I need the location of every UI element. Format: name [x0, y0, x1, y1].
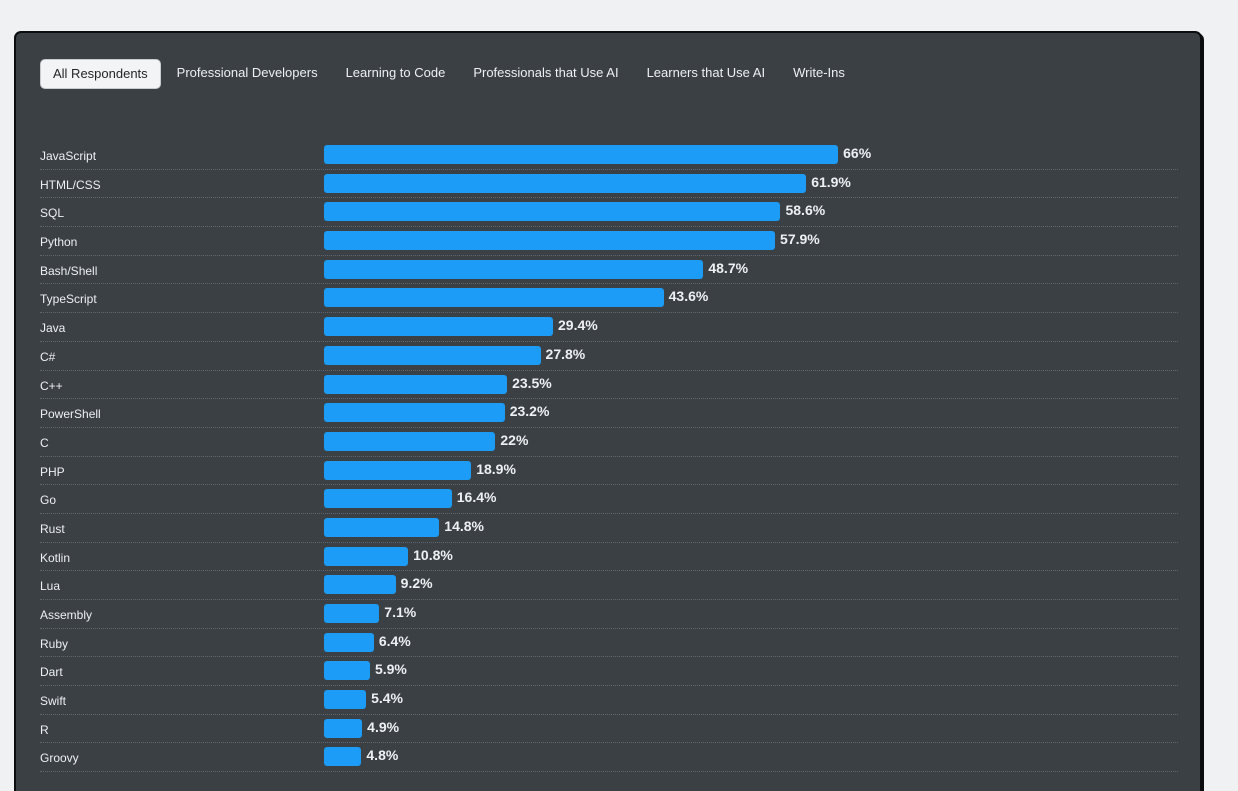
value-label: 14.8%	[444, 517, 484, 534]
category-label: Kotlin	[40, 550, 71, 565]
bar[interactable]	[324, 546, 409, 566]
value-label: 48.7%	[708, 259, 749, 276]
value-label: 27.8%	[545, 345, 586, 362]
chart-row: C 22%	[40, 428, 1178, 457]
tab-professionals-that-use-ai[interactable]: Professionals that Use AI	[473, 65, 619, 80]
tab-all-respondents[interactable]: All Respondents	[40, 59, 161, 89]
value-label: 29.4%	[558, 317, 598, 334]
filter-tabs: All Respondents Professional Developers Le…	[40, 59, 861, 89]
tab-write-ins[interactable]: Write-Ins	[793, 65, 845, 80]
chart-row: PHP 18.9%	[40, 457, 1178, 486]
chart-row: Kotlin 10.8%	[40, 543, 1178, 572]
category-label: C#	[40, 349, 56, 364]
tab-learners-that-use-ai[interactable]: Learners that Use AI	[646, 65, 766, 80]
bar[interactable]	[324, 632, 374, 652]
bar[interactable]	[324, 431, 496, 451]
chart-row: Lua 9.2%	[40, 571, 1178, 600]
chart-row: Dart 5.9%	[40, 657, 1178, 687]
tab-professional-developers[interactable]: Professional Developers	[176, 65, 318, 80]
chart-row: Bash/Shell 48.7%	[40, 256, 1178, 285]
bar[interactable]	[324, 202, 781, 222]
category-label: Dart	[40, 665, 63, 680]
bar[interactable]	[324, 718, 363, 738]
chart-row: R 4.9%	[40, 715, 1178, 744]
bar[interactable]	[324, 690, 367, 710]
value-label: 9.2%	[400, 575, 433, 592]
chart-row: Swift 5.4%	[40, 686, 1178, 715]
chart-row: C# 27.8%	[40, 342, 1178, 371]
tab-learning-to-code[interactable]: Learning to Code	[345, 65, 446, 80]
chart-card: All Respondents Professional Developers Le…	[14, 31, 1202, 791]
chart-row: JavaScript 66%	[40, 141, 1178, 170]
value-label: 5.4%	[371, 690, 403, 707]
value-label: 66%	[843, 145, 872, 161]
category-label: Python	[40, 235, 78, 250]
category-label: PHP	[40, 464, 65, 479]
bar[interactable]	[324, 345, 541, 365]
category-label: Bash/Shell	[40, 263, 98, 278]
category-label: C++	[40, 378, 63, 393]
bar[interactable]	[324, 575, 396, 595]
bar[interactable]	[324, 145, 839, 164]
category-label: SQL	[40, 206, 65, 221]
category-label: Go	[40, 493, 57, 508]
chart-row: HTML/CSS 61.9%	[40, 170, 1178, 199]
chart-row: TypeScript 43.6%	[40, 284, 1178, 314]
category-label: Java	[40, 321, 66, 336]
bar[interactable]	[324, 374, 508, 394]
category-label: Assembly	[40, 608, 93, 622]
category-label: JavaScript	[40, 149, 97, 163]
value-label: 23.5%	[512, 374, 552, 391]
value-label: 22%	[500, 431, 529, 448]
category-label: Ruby	[40, 636, 69, 651]
bar[interactable]	[324, 173, 807, 193]
chart-row: Python 57.9%	[40, 227, 1178, 256]
value-label: 6.4%	[378, 632, 411, 649]
value-label: 7.1%	[384, 604, 417, 620]
value-label: 61.9%	[811, 173, 851, 190]
value-label: 43.6%	[668, 288, 709, 305]
value-label: 57.9%	[780, 231, 820, 248]
category-label: Lua	[40, 579, 61, 594]
chart-row: Ruby 6.4%	[40, 629, 1178, 658]
category-label: Rust	[40, 521, 65, 536]
value-label: 23.2%	[509, 403, 550, 420]
category-label: TypeScript	[40, 292, 97, 307]
category-label: HTML/CSS	[40, 177, 101, 192]
bar[interactable]	[324, 288, 664, 308]
chart-row: Rust 14.8%	[40, 514, 1178, 543]
value-label: 4.9%	[367, 718, 400, 735]
bar[interactable]	[324, 661, 370, 681]
chart-row: PowerShell 23.2%	[40, 399, 1178, 428]
value-label: 10.8%	[413, 546, 453, 563]
bar[interactable]	[324, 403, 505, 423]
category-label: Swift	[40, 694, 67, 709]
chart-row: Java 29.4%	[40, 313, 1178, 342]
value-label: 16.4%	[456, 489, 497, 506]
chart-row: SQL 58.6%	[40, 198, 1178, 228]
bar[interactable]	[324, 747, 362, 767]
category-label: Groovy	[40, 751, 79, 766]
category-label: R	[40, 722, 49, 737]
bar[interactable]	[324, 517, 440, 537]
value-label: 4.8%	[366, 747, 399, 764]
bar[interactable]	[324, 489, 452, 509]
value-label: 58.6%	[785, 202, 826, 219]
chart-row: Assembly 7.1%	[40, 600, 1178, 629]
value-label: 5.9%	[374, 661, 407, 678]
bar[interactable]	[324, 259, 704, 279]
bar-chart: JavaScript 66% HTML/CSS 61.9% SQL 58.6% Python…	[40, 141, 1178, 773]
bar[interactable]	[324, 460, 472, 480]
bar[interactable]	[324, 317, 554, 337]
bar[interactable]	[324, 604, 380, 623]
chart-row: Groovy 4.8%	[40, 743, 1178, 773]
chart-row: Go 16.4%	[40, 485, 1178, 514]
category-label: C	[40, 435, 49, 450]
chart-row: C++ 23.5%	[40, 371, 1178, 400]
category-label: PowerShell	[40, 407, 101, 422]
bar[interactable]	[324, 231, 776, 251]
value-label: 18.9%	[476, 460, 516, 477]
